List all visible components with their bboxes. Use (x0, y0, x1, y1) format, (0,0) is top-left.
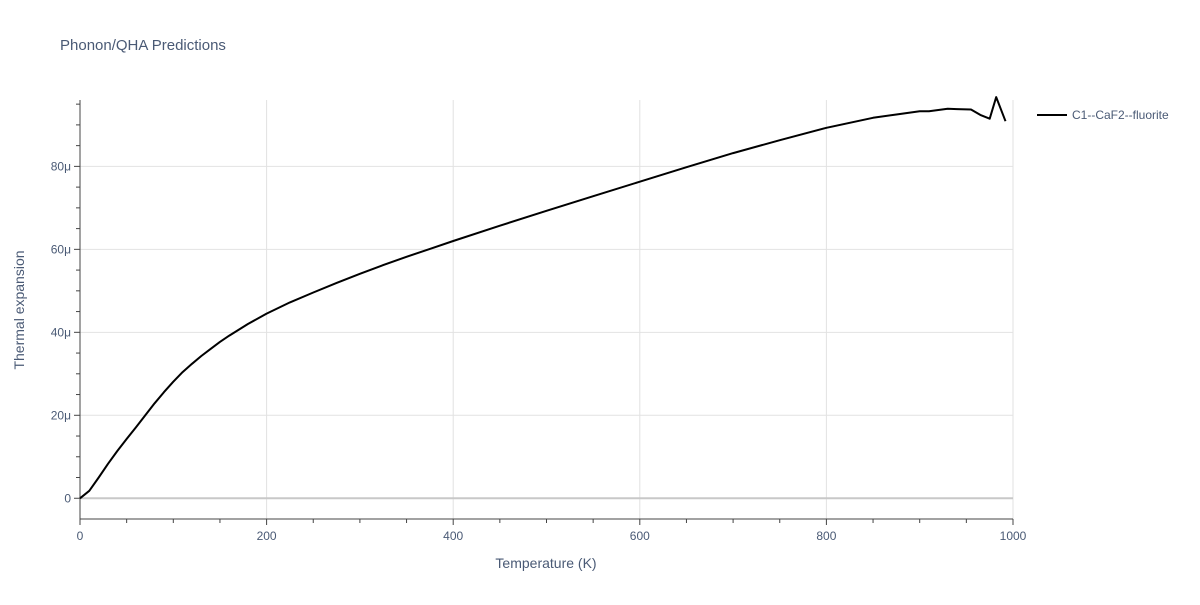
series-layer (79, 96, 1007, 500)
y-tick-label: 40μ (51, 325, 71, 339)
y-axis-title: Thermal expansion (11, 250, 27, 369)
x-tick-label: 1000 (1000, 529, 1027, 543)
x-axis-title: Temperature (K) (495, 555, 596, 571)
x-tick-label: 400 (443, 529, 463, 543)
x-tick-label: 800 (816, 529, 836, 543)
y-tick-label: 80μ (51, 159, 71, 173)
legend[interactable]: C1--CaF2--fluorite (1037, 108, 1169, 122)
y-tick-label: 60μ (51, 242, 71, 256)
legend-label[interactable]: C1--CaF2--fluorite (1072, 108, 1169, 122)
series-line (79, 96, 1007, 500)
y-tick-label: 20μ (51, 408, 71, 422)
y-tick-label: 0 (64, 491, 71, 505)
x-tick-label: 600 (630, 529, 650, 543)
x-tick-label: 200 (257, 529, 277, 543)
x-tick-label: 0 (77, 529, 84, 543)
chart-title: Phonon/QHA Predictions (60, 37, 226, 54)
axes: 0 200 400 600 800 1000 0 20μ 40μ 60μ 80μ (51, 100, 1027, 543)
grid-lines (80, 100, 1014, 519)
